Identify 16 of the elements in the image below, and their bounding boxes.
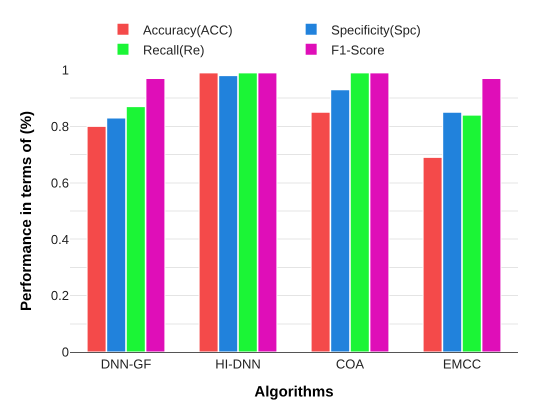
y-tick-label: 0 (62, 344, 69, 360)
y-axis-title: Performance in terms of (%) (18, 110, 36, 312)
legend-label: Specificity(Spc) (331, 22, 421, 38)
x-axis-title: Algorithms (254, 384, 334, 401)
x-tick-label: HI-DNN (215, 356, 261, 372)
x-tick-label: EMCC (442, 356, 482, 372)
y-tick-label: 1 (62, 62, 69, 78)
legend-label: Accuracy(ACC) (143, 22, 233, 38)
x-tick-label: COA (336, 356, 364, 372)
y-tick-label: 0.2 (50, 288, 69, 304)
y-tick-label: 0.4 (50, 232, 69, 247)
x-tick-label: DNN-GF (100, 356, 152, 372)
y-tick-label: 0.6 (50, 175, 69, 190)
legend-label: F1-Score (331, 42, 385, 58)
legend-label: Recall(Re) (143, 42, 204, 58)
y-tick-label: 0.8 (50, 118, 69, 134)
